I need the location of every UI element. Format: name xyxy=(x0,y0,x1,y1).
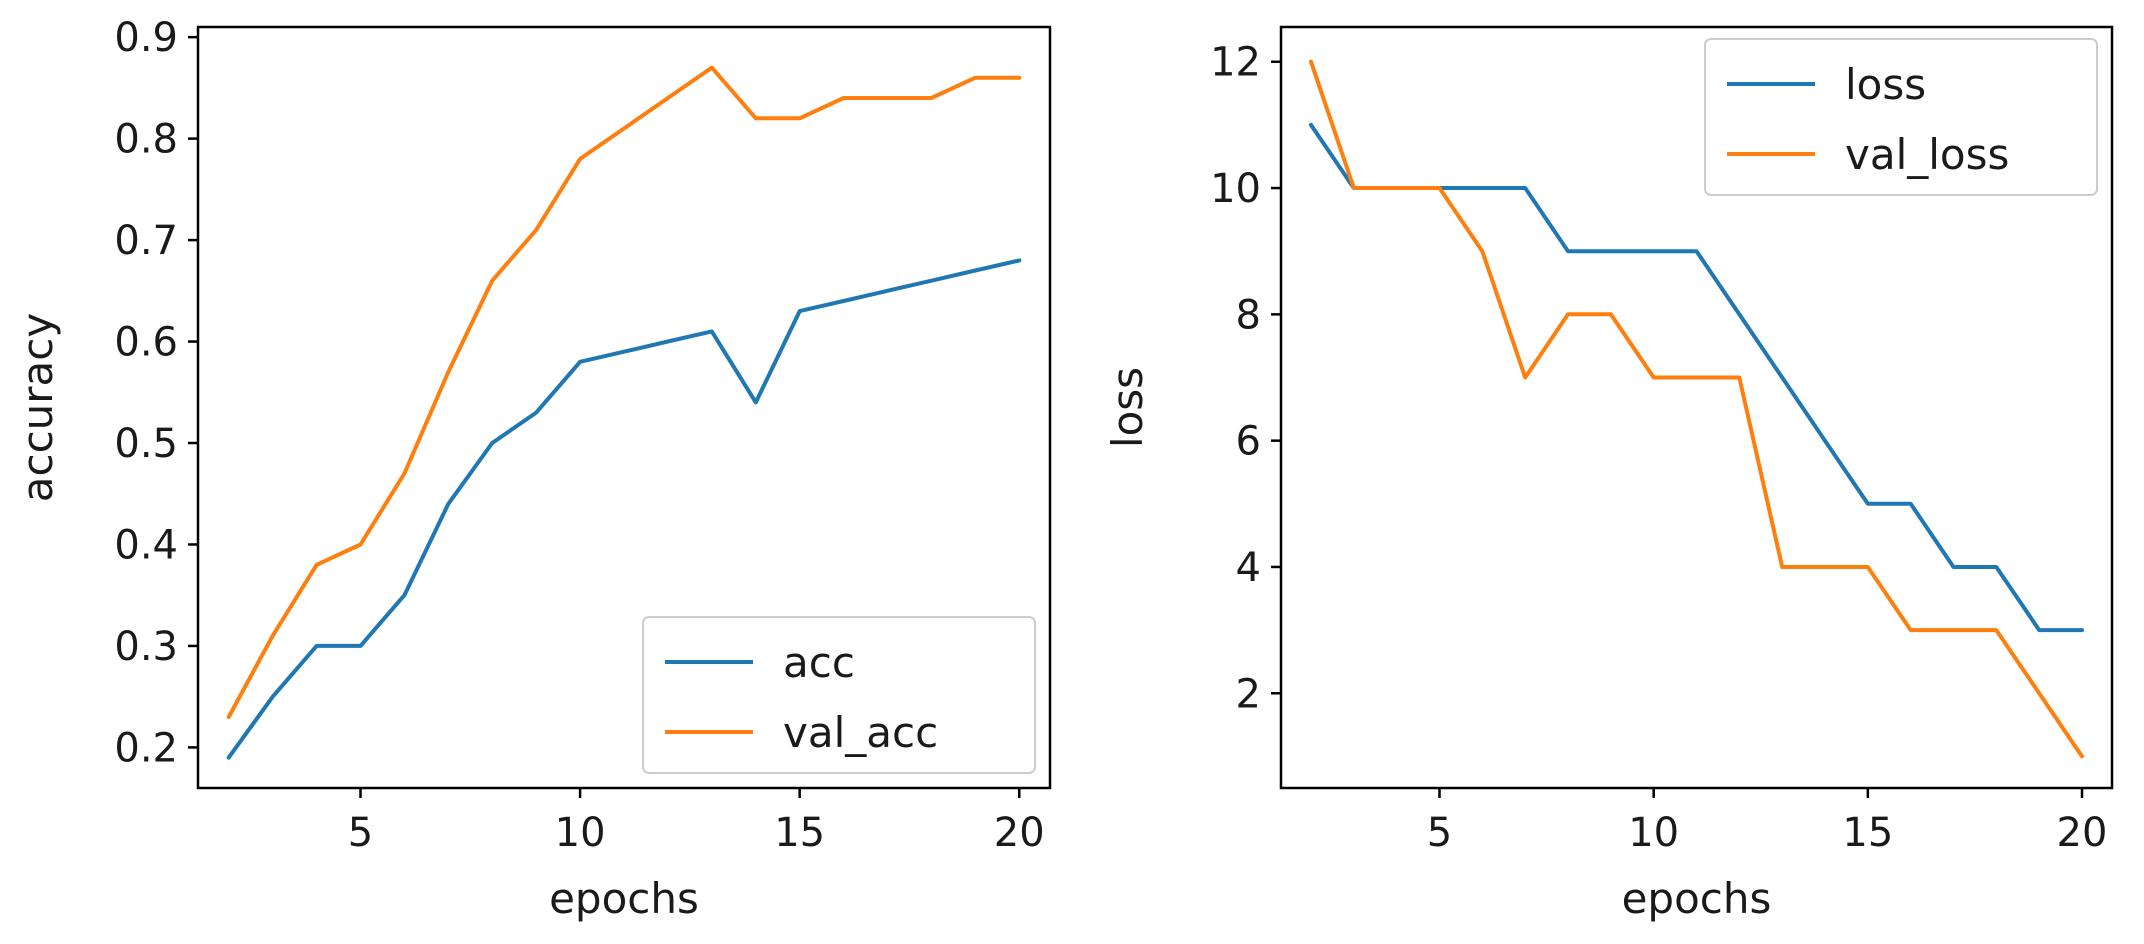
loss-axes-frame xyxy=(1279,25,2114,790)
loss-x-tick-label: 15 xyxy=(1842,810,1893,856)
accuracy-y-tick-label: 0.6 xyxy=(114,320,178,366)
loss-series-line-val-loss xyxy=(1309,59,2084,759)
accuracy-x-tick-label: 10 xyxy=(555,810,606,856)
loss-y-tick-label: 10 xyxy=(1210,166,1261,212)
accuracy-axes-frame xyxy=(196,25,1052,790)
accuracy-y-tick-label: 0.9 xyxy=(114,15,178,61)
loss-x-axis-label: epochs xyxy=(1622,874,1772,923)
accuracy-y-tick-label: 0.8 xyxy=(114,117,178,163)
loss-legend: loss val_loss xyxy=(1704,38,2098,196)
loss-y-tick-label: 6 xyxy=(1236,419,1261,465)
accuracy-x-tick-label: 20 xyxy=(994,810,1045,856)
loss-y-axis-label: loss xyxy=(1103,367,1152,448)
accuracy-x-axis-label: epochs xyxy=(549,874,699,923)
accuracy-x-tick-label: 5 xyxy=(348,810,373,856)
accuracy-y-axis-label: accuracy xyxy=(13,313,62,503)
loss-y-tick-label: 12 xyxy=(1210,40,1261,86)
loss-x-tick-label: 5 xyxy=(1427,810,1452,856)
loss-chart-panel: 5 10 15 20 2 4 6 8 10 12 epochs loss loss val_loss xyxy=(1103,25,2114,923)
loss-y-tick-label: 4 xyxy=(1236,545,1261,591)
loss-x-tick-label: 10 xyxy=(1628,810,1679,856)
accuracy-y-tick-label: 0.2 xyxy=(114,725,178,771)
accuracy-y-tick-label: 0.5 xyxy=(114,421,178,467)
loss-legend-label-val-loss: val_loss xyxy=(1845,130,2009,179)
accuracy-y-tick-label: 0.4 xyxy=(114,522,178,568)
accuracy-legend: acc val_acc xyxy=(642,616,1036,774)
loss-y-tick-label: 2 xyxy=(1236,671,1261,717)
loss-legend-label-loss: loss xyxy=(1845,60,1926,109)
accuracy-series-line-val-acc xyxy=(226,65,1022,719)
accuracy-chart-panel: 5 10 15 20 0.2 0.3 0.4 0.5 0.6 0.7 0.8 0.9 epochs acc… xyxy=(13,15,1052,923)
accuracy-x-tick-label: 15 xyxy=(774,810,825,856)
accuracy-legend-label-acc: acc xyxy=(783,638,855,687)
accuracy-legend-label-val-acc: val_acc xyxy=(783,708,938,757)
accuracy-y-tick-label: 0.7 xyxy=(114,218,178,264)
accuracy-series-line-acc xyxy=(226,258,1022,760)
loss-x-tick-label: 20 xyxy=(2057,810,2108,856)
loss-y-tick-label: 8 xyxy=(1236,292,1261,338)
accuracy-y-tick-label: 0.3 xyxy=(114,624,178,670)
